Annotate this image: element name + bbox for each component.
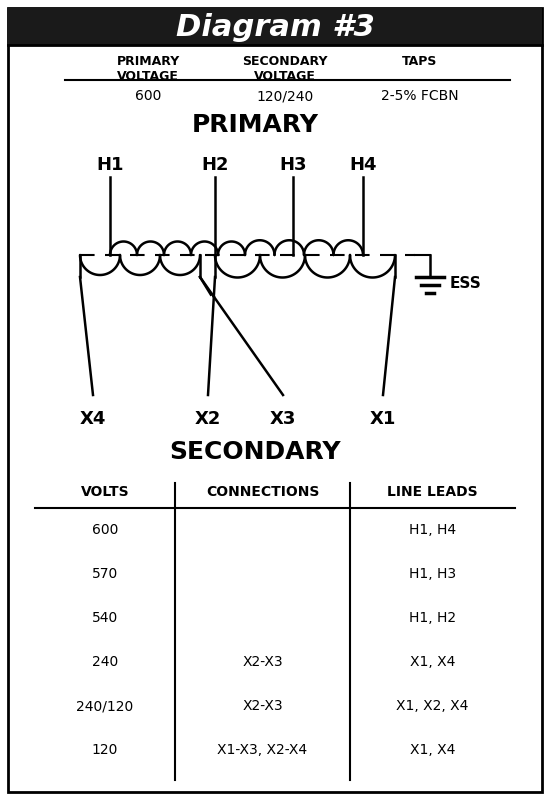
Text: 540: 540: [92, 611, 118, 625]
Text: ESS: ESS: [450, 275, 482, 290]
Text: 120/240: 120/240: [256, 89, 314, 103]
Text: PRIMARY: PRIMARY: [191, 113, 318, 137]
Text: H1, H3: H1, H3: [409, 567, 456, 581]
Text: H4: H4: [349, 156, 377, 174]
Text: X4: X4: [80, 410, 106, 428]
Text: X1-X3, X2-X4: X1-X3, X2-X4: [217, 743, 307, 757]
Text: X2-X3: X2-X3: [242, 655, 283, 669]
Text: X1, X4: X1, X4: [410, 655, 455, 669]
Text: PRIMARY
VOLTAGE: PRIMARY VOLTAGE: [117, 55, 180, 83]
Text: H1, H4: H1, H4: [409, 523, 456, 537]
Text: VOLTS: VOLTS: [81, 485, 129, 499]
Text: 600: 600: [135, 89, 161, 103]
Text: H1, H2: H1, H2: [409, 611, 456, 625]
Text: Diagram #3: Diagram #3: [175, 13, 375, 42]
Text: X2-X3: X2-X3: [242, 699, 283, 713]
Text: X3: X3: [270, 410, 296, 428]
Text: 2-5% FCBN: 2-5% FCBN: [381, 89, 459, 103]
Text: TAPS: TAPS: [402, 55, 438, 68]
Text: 240/120: 240/120: [76, 699, 134, 713]
Text: SECONDARY
VOLTAGE: SECONDARY VOLTAGE: [242, 55, 328, 83]
Text: H3: H3: [279, 156, 307, 174]
Text: H2: H2: [201, 156, 229, 174]
Bar: [8, 8, 542, 45]
Text: 120: 120: [92, 743, 118, 757]
Text: 240: 240: [92, 655, 118, 669]
Text: H1: H1: [96, 156, 124, 174]
Text: X1: X1: [370, 410, 396, 428]
Text: X1, X2, X4: X1, X2, X4: [397, 699, 469, 713]
Text: X2: X2: [195, 410, 221, 428]
Text: 570: 570: [92, 567, 118, 581]
Text: LINE LEADS: LINE LEADS: [387, 485, 478, 499]
Text: 600: 600: [92, 523, 118, 537]
Text: SECONDARY: SECONDARY: [169, 440, 341, 464]
Text: X1, X4: X1, X4: [410, 743, 455, 757]
Text: CONNECTIONS: CONNECTIONS: [206, 485, 319, 499]
